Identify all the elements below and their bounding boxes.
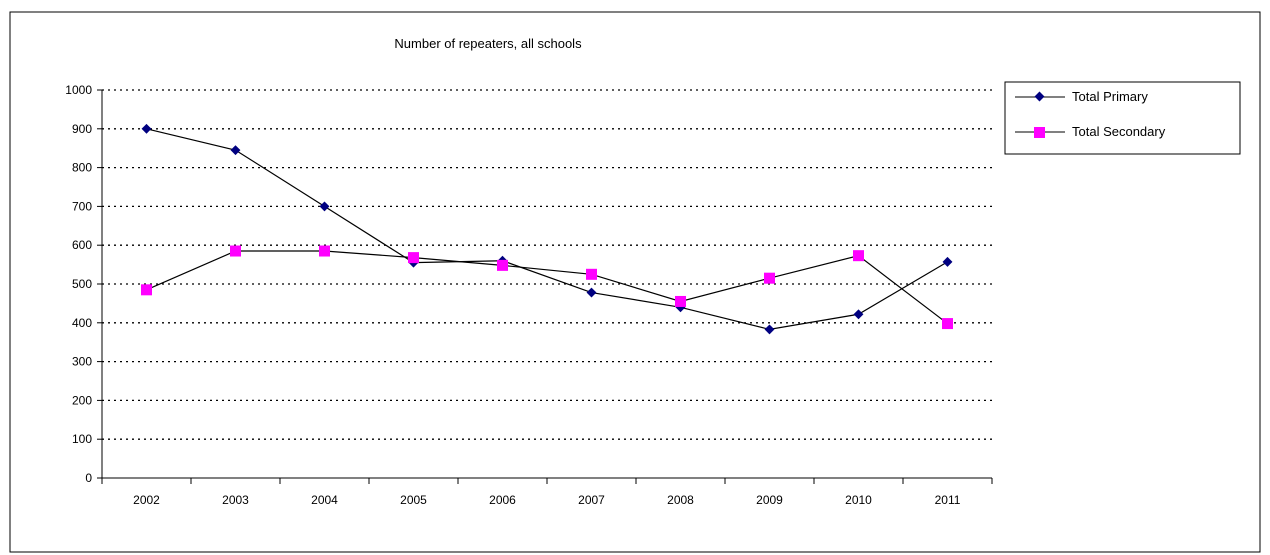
data-point-secondary (764, 272, 775, 284)
y-tick-label: 700 (72, 199, 92, 213)
data-point-secondary (230, 245, 241, 257)
series-line-secondary (146, 250, 948, 325)
x-tick-label: 2008 (667, 493, 694, 507)
legend-label-primary: Total Primary (1072, 89, 1148, 104)
x-tick-label: 2009 (756, 493, 783, 507)
series-layer (141, 123, 953, 335)
x-tick-label: 2007 (578, 493, 605, 507)
y-tick-label: 900 (72, 122, 92, 136)
y-tick-label: 500 (72, 277, 92, 291)
legend-item-secondary: Total Secondary (1015, 124, 1166, 139)
x-tick-label: 2004 (311, 493, 338, 507)
y-tick-label: 100 (72, 432, 92, 446)
legend-label-secondary: Total Secondary (1072, 124, 1166, 139)
y-tick-label: 400 (72, 316, 92, 330)
data-point-primary (942, 256, 953, 267)
x-tick-label: 2011 (935, 493, 961, 507)
y-tick-label: 300 (72, 355, 92, 369)
y-tick-label: 200 (72, 393, 92, 407)
data-point-secondary (675, 295, 686, 307)
y-tick-label: 1000 (65, 83, 92, 97)
legend-box (1004, 81, 1241, 155)
data-point-primary (230, 145, 241, 156)
data-point-secondary (319, 245, 330, 257)
data-point-secondary (853, 250, 864, 262)
legend: Total Primary Total Secondary (1004, 81, 1241, 155)
data-point-primary (764, 324, 775, 335)
data-point-secondary (942, 318, 953, 330)
x-axis-ticks: 2002 2003 2004 2005 2006 2007 2008 2009 2010 2011 (101, 478, 993, 507)
y-tick-label: 0 (85, 471, 92, 485)
y-tick-label: 800 (72, 161, 92, 175)
x-tick-label: 2006 (489, 493, 516, 507)
legend-item-primary: Total Primary (1015, 89, 1148, 104)
data-point-primary (586, 287, 597, 298)
x-tick-label: 2003 (222, 493, 249, 507)
chart-title: Number of repeaters, all schools (394, 36, 582, 51)
series-line-primary (146, 128, 948, 331)
legend-marker-primary (1034, 91, 1045, 102)
x-tick-label: 2010 (845, 493, 872, 507)
data-point-secondary (497, 259, 508, 271)
data-point-secondary (408, 252, 419, 264)
legend-marker-secondary (1034, 127, 1045, 138)
data-point-primary (853, 309, 864, 320)
x-tick-label: 2005 (400, 493, 427, 507)
y-tick-label: 600 (72, 238, 92, 252)
data-point-secondary (141, 284, 152, 296)
data-point-secondary (586, 268, 597, 280)
y-axis-ticks: 0 100 200 300 400 500 600 700 800 900 1000 (65, 83, 102, 485)
x-tick-label: 2002 (133, 493, 160, 507)
data-point-primary (319, 201, 330, 212)
grid-lines (102, 89, 992, 440)
data-point-primary (141, 123, 152, 134)
